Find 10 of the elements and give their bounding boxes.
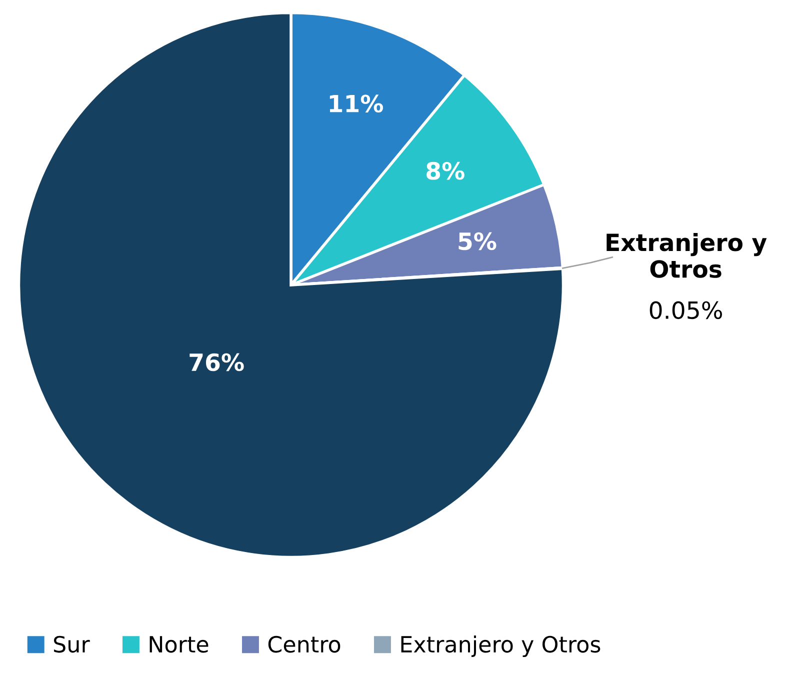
data-label: 8% xyxy=(426,162,464,180)
data-label: 0.05% xyxy=(650,301,722,320)
legend-label: Centro xyxy=(268,636,340,653)
data-label: 11% xyxy=(330,94,384,113)
data-label: 76% xyxy=(190,353,244,372)
data-label: 5% xyxy=(458,232,496,250)
legend-label: Sur xyxy=(54,636,90,653)
legend-label: Norte xyxy=(150,636,208,653)
slice-label: Extranjero y Otros xyxy=(606,233,767,278)
legend-label: Extranjero y Otros xyxy=(401,635,600,657)
